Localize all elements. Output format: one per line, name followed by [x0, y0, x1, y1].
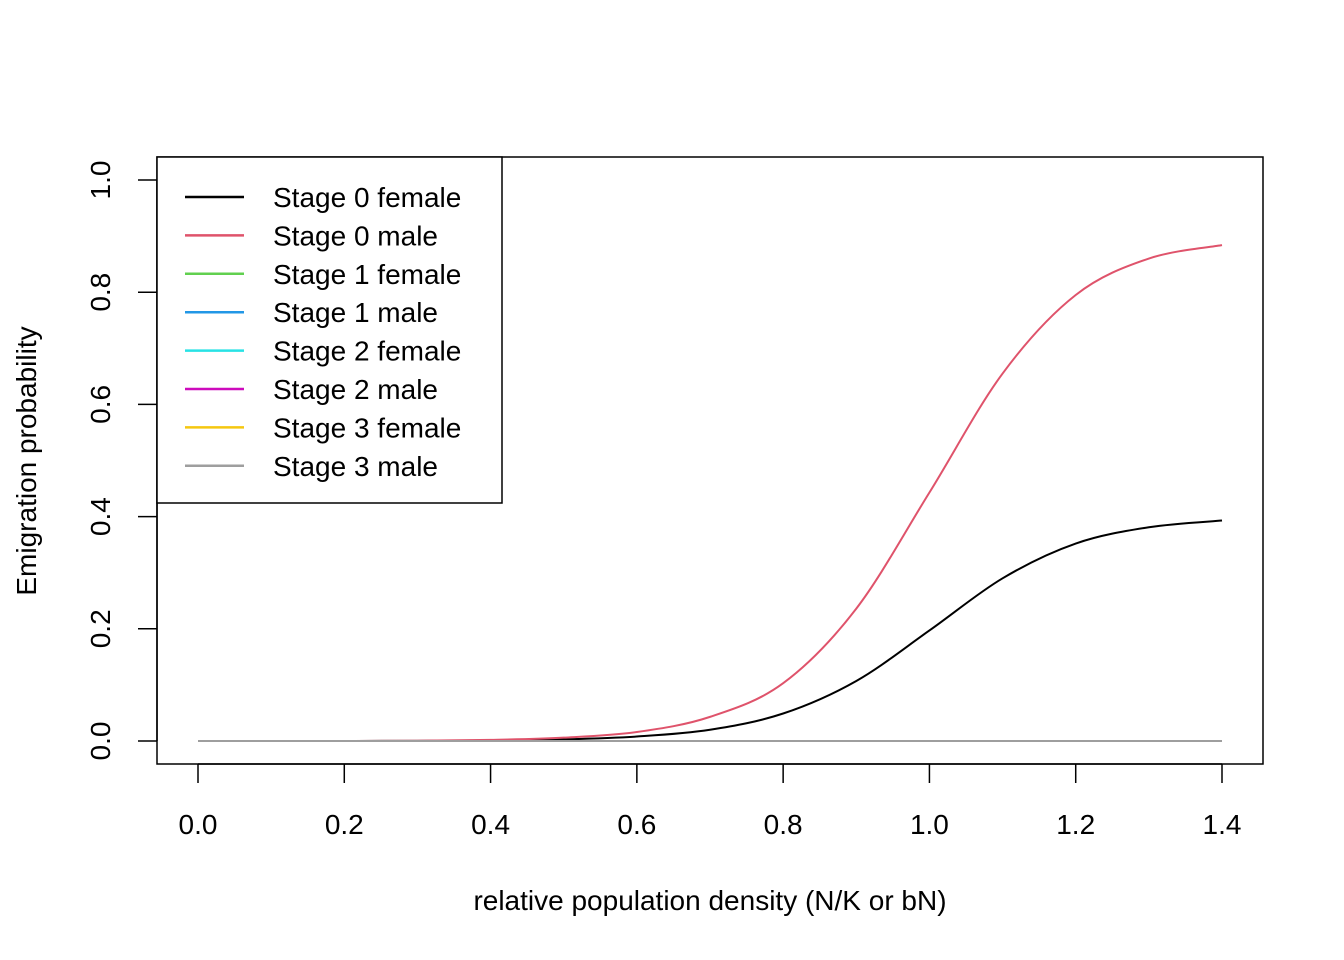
legend-label: Stage 0 male — [273, 220, 438, 251]
legend: Stage 0 female Stage 0 male Stage 1 female… — [156, 156, 503, 504]
x-tick-label: 1.4 — [1203, 809, 1242, 840]
y-tick-label: 0.8 — [85, 273, 116, 312]
y-tick-label: 0.2 — [85, 609, 116, 648]
x-tick-label: 0.8 — [764, 809, 803, 840]
legend-label: Stage 1 female — [273, 259, 461, 290]
legend-label: Stage 3 female — [273, 412, 461, 443]
legend-box — [156, 156, 503, 504]
y-tick-label: 0.4 — [85, 497, 116, 536]
legend-label: Stage 0 female — [273, 182, 461, 213]
x-tick-label: 0.6 — [617, 809, 656, 840]
y-tick-label: 0.0 — [85, 722, 116, 761]
legend-label: Stage 2 male — [273, 374, 438, 405]
x-tick-label: 0.2 — [325, 809, 364, 840]
x-tick-label: 0.4 — [471, 809, 510, 840]
x-axis: 0.0 0.2 0.4 0.6 0.8 1.0 1.2 1.4 — [179, 763, 1242, 840]
series-layer — [198, 244, 1223, 743]
legend-label: Stage 1 male — [273, 297, 438, 328]
legend-label: Stage 2 female — [273, 336, 461, 367]
x-tick-label: 1.0 — [910, 809, 949, 840]
y-axis-label: Emigration probability — [11, 326, 42, 595]
y-tick-label: 1.0 — [85, 161, 116, 200]
y-tick-label: 0.6 — [85, 385, 116, 424]
legend-label: Stage 3 male — [273, 451, 438, 482]
x-tick-label: 1.2 — [1056, 809, 1095, 840]
x-tick-label: 0.0 — [179, 809, 218, 840]
x-axis-label: relative population density (N/K or bN) — [473, 885, 946, 916]
